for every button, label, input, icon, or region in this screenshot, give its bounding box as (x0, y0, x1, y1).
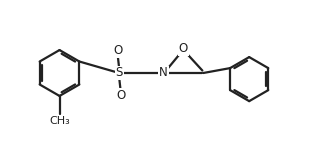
Text: CH₃: CH₃ (49, 116, 70, 126)
Text: O: O (179, 42, 188, 55)
Text: O: O (116, 88, 125, 101)
Text: N: N (159, 66, 168, 80)
Text: S: S (115, 66, 123, 80)
Text: O: O (113, 45, 122, 58)
